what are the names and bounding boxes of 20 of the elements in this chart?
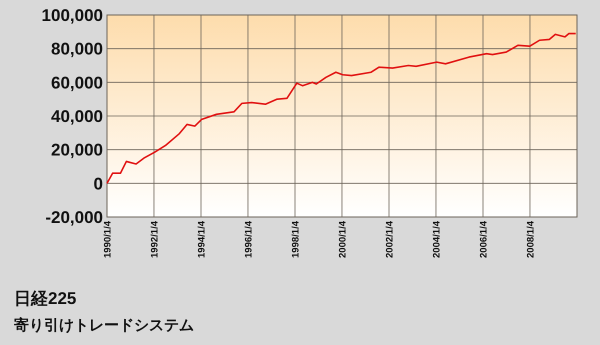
x-tick-label: 2000/1/4 <box>337 220 348 258</box>
y-tick-label: 20,000 <box>51 140 103 160</box>
y-tick-label: 40,000 <box>51 106 103 126</box>
y-tick-label: 100,000 <box>42 6 103 25</box>
line-series <box>106 32 577 184</box>
x-tick-label: 1990/1/4 <box>102 220 114 258</box>
x-tick-label: 2004/1/4 <box>431 220 442 258</box>
y-tick-label: 80,000 <box>51 40 103 59</box>
text: 寄り引けトレードシステム <box>14 316 194 334</box>
y-tick-label: 60,000 <box>51 73 103 92</box>
x-tick-label: 2002/1/4 <box>384 220 396 258</box>
x-tick-label: 2008/1/4 <box>525 220 536 258</box>
x-tick-label: 1994/1/4 <box>196 220 208 258</box>
text: 日経225 <box>14 289 76 308</box>
x-tick-label: 1998/1/4 <box>290 220 302 258</box>
x-tick-label: 2006/1/4 <box>478 220 490 258</box>
x-tick-label: 1996/1/4 <box>243 220 254 258</box>
x-tick-label: 1992/1/4 <box>149 220 160 258</box>
y-tick-label: 0 <box>94 174 103 194</box>
y-tick-label: -20,000 <box>45 208 103 227</box>
